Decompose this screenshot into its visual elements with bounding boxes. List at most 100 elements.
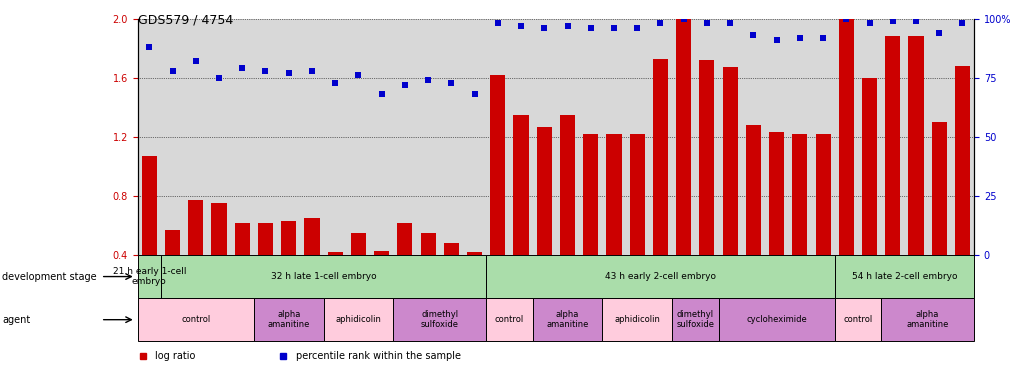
Bar xyxy=(652,58,667,314)
Text: alpha
amanitine: alpha amanitine xyxy=(906,310,948,329)
Point xyxy=(373,92,389,98)
Bar xyxy=(676,19,691,314)
Point xyxy=(466,92,482,98)
Text: control: control xyxy=(181,315,210,324)
Bar xyxy=(792,134,807,314)
Bar xyxy=(374,251,389,314)
Point xyxy=(907,18,923,24)
Bar xyxy=(397,222,412,314)
Point xyxy=(954,21,970,27)
Bar xyxy=(161,255,486,298)
Bar xyxy=(721,68,737,314)
Bar xyxy=(258,222,273,314)
Bar xyxy=(351,233,366,314)
Point xyxy=(582,25,598,31)
Bar xyxy=(815,134,829,314)
Point xyxy=(420,77,436,83)
Point xyxy=(396,82,413,88)
Bar xyxy=(138,298,254,341)
Point xyxy=(350,72,366,78)
Text: alpha
amanitine: alpha amanitine xyxy=(546,310,588,329)
Text: aphidicolin: aphidicolin xyxy=(613,315,659,324)
Bar xyxy=(513,115,528,314)
Point xyxy=(558,23,575,29)
Bar xyxy=(420,233,435,314)
Bar xyxy=(606,134,621,314)
Bar xyxy=(583,134,598,314)
Bar xyxy=(323,298,393,341)
Text: aphidicolin: aphidicolin xyxy=(335,315,381,324)
Point xyxy=(304,68,320,74)
Bar xyxy=(559,115,575,314)
Bar xyxy=(717,298,834,341)
Bar xyxy=(768,132,784,314)
Bar xyxy=(443,243,459,314)
Point xyxy=(605,25,622,31)
Bar xyxy=(699,60,713,314)
Bar xyxy=(536,126,551,314)
Text: agent: agent xyxy=(2,315,31,325)
Text: development stage: development stage xyxy=(2,272,97,282)
Text: dimethyl
sulfoxide: dimethyl sulfoxide xyxy=(676,310,713,329)
Point xyxy=(257,68,273,74)
Text: control: control xyxy=(843,315,871,324)
Bar xyxy=(142,156,157,314)
Point xyxy=(536,25,552,31)
Bar xyxy=(834,298,880,341)
Bar xyxy=(486,255,834,298)
Point xyxy=(791,34,807,40)
Point xyxy=(187,58,204,64)
Bar xyxy=(861,78,876,314)
Bar xyxy=(672,298,717,341)
Point xyxy=(883,18,900,24)
Text: control: control xyxy=(494,315,524,324)
Bar xyxy=(930,122,946,314)
Bar xyxy=(954,66,969,314)
Point xyxy=(280,70,297,76)
Text: cycloheximide: cycloheximide xyxy=(746,315,806,324)
Point xyxy=(814,34,830,40)
Bar xyxy=(254,298,323,341)
Point xyxy=(767,37,784,43)
Point xyxy=(838,16,854,22)
Bar xyxy=(281,221,296,314)
Bar xyxy=(884,36,900,314)
Text: 43 h early 2-cell embryo: 43 h early 2-cell embryo xyxy=(604,272,715,281)
Point xyxy=(513,23,529,29)
Bar xyxy=(490,75,504,314)
Bar xyxy=(165,230,180,314)
Bar xyxy=(908,36,922,314)
Point xyxy=(675,16,691,22)
Bar xyxy=(629,134,644,314)
Text: log ratio: log ratio xyxy=(155,351,196,361)
Point xyxy=(442,80,459,86)
Text: GDS579 / 4754: GDS579 / 4754 xyxy=(138,13,232,26)
Point xyxy=(234,65,251,71)
Bar xyxy=(745,125,760,314)
Bar xyxy=(327,252,342,314)
Text: percentile rank within the sample: percentile rank within the sample xyxy=(296,351,461,361)
Text: 21 h early 1-cell
embryo: 21 h early 1-cell embryo xyxy=(112,267,185,286)
Bar xyxy=(532,298,602,341)
Point xyxy=(698,21,714,27)
Bar xyxy=(211,203,226,314)
Bar xyxy=(834,255,973,298)
Point xyxy=(930,30,947,36)
Point xyxy=(164,68,180,74)
Bar xyxy=(393,298,486,341)
Point xyxy=(629,25,645,31)
Bar xyxy=(486,298,532,341)
Point xyxy=(745,32,761,38)
Bar xyxy=(138,255,161,298)
Text: alpha
amanitine: alpha amanitine xyxy=(267,310,310,329)
Point xyxy=(327,80,343,86)
Point xyxy=(652,21,668,27)
Point xyxy=(860,21,876,27)
Bar xyxy=(304,218,319,314)
Point xyxy=(721,21,738,27)
Bar xyxy=(189,200,203,314)
Bar xyxy=(234,222,250,314)
Text: dimethyl
sulfoxide: dimethyl sulfoxide xyxy=(420,310,459,329)
Point xyxy=(489,21,505,27)
Point xyxy=(141,44,157,50)
